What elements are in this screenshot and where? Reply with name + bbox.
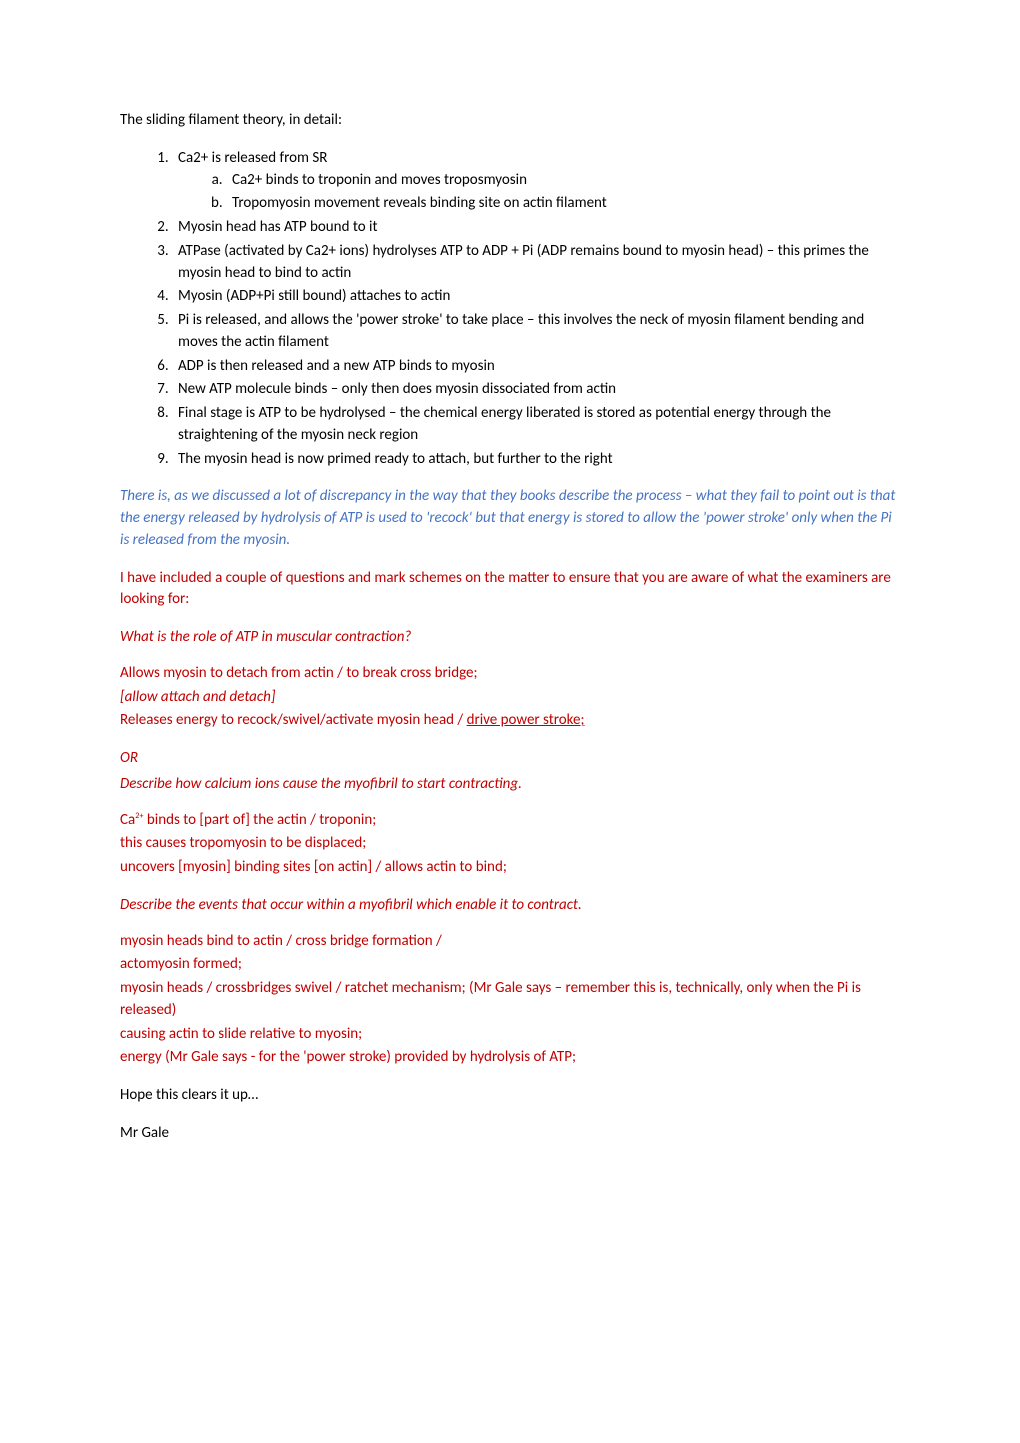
answer-3: myosin heads bind to actin / cross bridg… — [120, 931, 900, 1070]
step-1: Ca2+ is released from SR Ca2+ binds to t… — [172, 148, 900, 215]
step-4: Myosin (ADP+Pi still bound) attaches to … — [172, 286, 900, 308]
answer-1: Allows myosin to detach from actin / to … — [120, 663, 900, 732]
answer-1-line-1: Allows myosin to detach from actin / to … — [120, 663, 900, 685]
answer-1-line-2: Releases energy to recock/swivel/activat… — [120, 710, 900, 732]
step-7: New ATP molecule binds – only then does … — [172, 379, 900, 401]
step-3: ATPase (activated by Ca2+ ions) hydrolys… — [172, 241, 900, 285]
step-6: ADP is then released and a new ATP binds… — [172, 356, 900, 378]
step-1b: Tropomyosin movement reveals binding sit… — [226, 193, 900, 215]
answer-2-line-3: uncovers [myosin] binding sites [on acti… — [120, 857, 900, 879]
answer-3-line-5: energy (Mr Gale says - for the 'power st… — [120, 1047, 900, 1069]
signoff-line-1: Hope this clears it up… — [120, 1085, 900, 1107]
ca-prefix: Ca — [120, 811, 135, 829]
answer-2-line-1: Ca2+ binds to [part of] the actin / trop… — [120, 810, 900, 832]
step-9: The myosin head is now primed ready to a… — [172, 449, 900, 471]
question-1: What is the role of ATP in muscular cont… — [120, 627, 900, 649]
step-1a: Ca2+ binds to troponin and moves troposm… — [226, 170, 900, 192]
step-2: Myosin head has ATP bound to it — [172, 217, 900, 239]
discrepancy-note: There is, as we discussed a lot of discr… — [120, 486, 900, 551]
intro-paragraph: The sliding filament theory, in detail: — [120, 110, 900, 132]
steps-ordered-list: Ca2+ is released from SR Ca2+ binds to t… — [120, 148, 900, 471]
examiner-note: I have included a couple of questions an… — [120, 568, 900, 612]
answer-3-line-3: myosin heads / crossbridges swivel / rat… — [120, 978, 900, 1022]
answer-1-allow: [allow attach and detach] — [120, 687, 900, 709]
question-2: Describe how calcium ions cause the myof… — [120, 774, 900, 796]
answer-1-line-2b: drive power stroke; — [467, 711, 585, 729]
answer-2-line-1-rest: binds to [part of] the actin / troponin; — [143, 811, 376, 829]
answer-2: Ca2+ binds to [part of] the actin / trop… — [120, 810, 900, 879]
document-page: The sliding filament theory, in detail: … — [0, 0, 1020, 1221]
answer-2-line-2: this causes tropomyosin to be displaced; — [120, 833, 900, 855]
answer-3-line-1: myosin heads bind to actin / cross bridg… — [120, 931, 900, 953]
answer-3-line-2: actomyosin formed; — [120, 954, 900, 976]
or-separator: OR — [120, 748, 900, 770]
signoff-line-2: Mr Gale — [120, 1123, 900, 1145]
step-8: Final stage is ATP to be hydrolysed – th… — [172, 403, 900, 447]
step-1-text: Ca2+ is released from SR — [178, 149, 327, 167]
step-1-sublist: Ca2+ binds to troponin and moves troposm… — [178, 170, 900, 216]
step-5: Pi is released, and allows the 'power st… — [172, 310, 900, 354]
answer-1-line-2a: Releases energy to recock/swivel/activat… — [120, 711, 467, 729]
answer-3-line-4: causing actin to slide relative to myosi… — [120, 1024, 900, 1046]
question-3: Describe the events that occur within a … — [120, 895, 900, 917]
